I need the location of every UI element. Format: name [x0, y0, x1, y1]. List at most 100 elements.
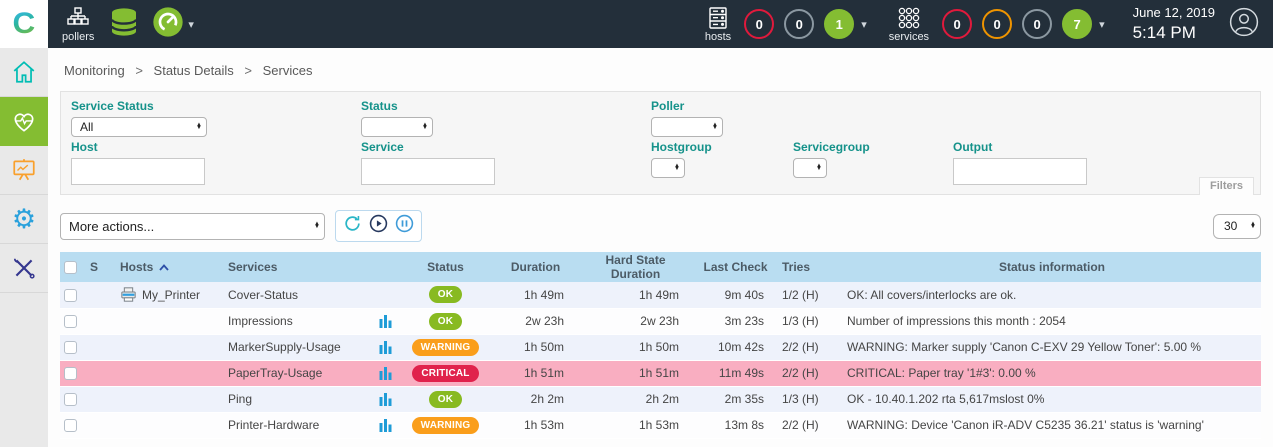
breadcrumb-monitoring[interactable]: Monitoring — [64, 63, 125, 78]
status-information-cell: OK: All covers/interlocks are ok. — [847, 287, 1017, 302]
hosts-down-counter[interactable]: 0 — [744, 9, 775, 39]
row-s-cell — [86, 334, 116, 360]
service-name-link[interactable]: Impressions — [228, 314, 293, 328]
pollers-icon — [67, 6, 89, 25]
service-name-link[interactable]: PaperTray-Usage — [228, 366, 323, 380]
table-header-row: S Hosts Services Status Duration Hard St… — [60, 252, 1261, 282]
reporting-board-icon — [13, 159, 35, 181]
services-label: services — [888, 30, 930, 43]
poller-label: Poller — [651, 99, 685, 113]
col-header-services[interactable]: Services — [224, 252, 372, 282]
row-checkbox[interactable] — [64, 419, 77, 433]
performance-graph-icon[interactable] — [379, 314, 392, 329]
col-header-tries[interactable]: Tries — [778, 252, 843, 282]
performance-graph-icon[interactable] — [379, 392, 392, 407]
duration-cell: 2h 2m — [530, 392, 564, 406]
service-name-link[interactable]: Printer-Hardware — [228, 418, 320, 432]
breadcrumb-separator: > — [135, 63, 143, 78]
sidebar-item-home[interactable] — [0, 48, 48, 97]
sidebar-item-administration[interactable] — [0, 244, 48, 293]
duration-cell: 1h 51m — [523, 366, 564, 380]
host-name-cell — [116, 308, 224, 334]
services-menu[interactable]: services — [889, 6, 929, 43]
col-header-status-information[interactable]: Status information — [843, 252, 1261, 282]
row-checkbox[interactable] — [64, 315, 77, 329]
more-actions-select[interactable]: More actions... ▲ ▼ — [60, 212, 325, 240]
play-auto-refresh-button[interactable] — [369, 214, 388, 238]
centreon-logo[interactable]: C — [0, 0, 48, 48]
hosts-chevron-down-icon[interactable]: ▾ — [861, 18, 867, 31]
services-critical-counter[interactable]: 0 — [942, 9, 973, 39]
performance-graph-icon[interactable] — [379, 418, 392, 433]
col-header-s: S — [86, 252, 116, 282]
breadcrumb-separator: > — [244, 63, 252, 78]
hosts-menu[interactable]: hosts — [705, 6, 731, 43]
services-table: S Hosts Services Status Duration Hard St… — [60, 252, 1261, 439]
table-row: MarkerSupply-Usage WARNING 1h 50m 1h 50m… — [60, 334, 1261, 360]
services-ok-counter[interactable]: 7 — [1062, 9, 1093, 39]
table-row: Impressions OK 2w 23h 2w 23h 3m 23s 1/3 … — [60, 308, 1261, 334]
poller-chevron-down-icon[interactable]: ▾ — [188, 18, 194, 31]
gauge-status-icon[interactable] — [152, 6, 184, 43]
services-chevron-down-icon[interactable]: ▾ — [1099, 18, 1105, 31]
pollers-menu[interactable]: pollers — [62, 6, 94, 43]
hostgroup-select[interactable]: ▲ ▼ — [651, 158, 685, 178]
status-select[interactable]: ▲ ▼ — [361, 117, 433, 137]
service-status-label: Service Status — [71, 99, 154, 113]
servicegroup-select[interactable]: ▲ ▼ — [793, 158, 827, 178]
breadcrumb-status-details[interactable]: Status Details — [153, 63, 234, 78]
performance-graph-icon[interactable] — [379, 340, 392, 355]
refresh-button[interactable] — [343, 214, 362, 238]
configuration-gear-icon: ⚙ — [11, 203, 37, 234]
service-name-link[interactable]: MarkerSupply-Usage — [228, 340, 341, 354]
status-information-cell: Number of impressions this month : 2054 — [847, 314, 1066, 328]
hosts-label: hosts — [704, 30, 732, 43]
printer-icon — [121, 287, 136, 302]
last-check-cell: 9m 40s — [724, 287, 764, 302]
col-header-duration[interactable]: Duration — [493, 252, 578, 282]
user-avatar[interactable] — [1229, 7, 1259, 42]
hosts-unreachable-counter[interactable]: 0 — [784, 9, 815, 39]
sidebar-item-monitoring[interactable] — [0, 97, 48, 146]
status-badge: CRITICAL — [412, 364, 479, 382]
select-all-checkbox[interactable] — [64, 261, 77, 275]
col-header-last-check[interactable]: Last Check — [693, 252, 778, 282]
services-unknown-counter[interactable]: 0 — [1022, 9, 1053, 39]
breadcrumb-services[interactable]: Services — [262, 63, 313, 78]
sidebar-item-configuration[interactable]: ⚙ — [0, 195, 48, 244]
status-information-cell: WARNING: Device 'Canon iR-ADV C5235 36.2… — [847, 418, 1204, 432]
host-name-link[interactable]: My_Printer — [142, 287, 201, 302]
row-s-cell — [86, 282, 116, 308]
row-checkbox[interactable] — [64, 393, 77, 407]
hard-state-duration-cell: 1h 51m — [638, 366, 679, 380]
sidebar-item-reporting[interactable] — [0, 146, 48, 195]
hosts-up-counter[interactable]: 1 — [824, 9, 855, 39]
hard-state-duration-cell: 1h 50m — [638, 340, 679, 354]
select-stepper-icon: ▲ ▼ — [314, 221, 320, 230]
hard-state-duration-cell: 1h 53m — [638, 418, 679, 432]
col-header-hard-state-duration[interactable]: Hard State Duration — [578, 252, 693, 282]
tries-cell: 1/3 (H) — [782, 392, 819, 406]
col-header-hosts[interactable]: Hosts — [116, 252, 224, 282]
row-checkbox[interactable] — [64, 288, 77, 302]
page-size-select[interactable]: 30 ▲ ▼ — [1213, 213, 1261, 239]
service-input[interactable] — [361, 158, 495, 185]
services-warning-counter[interactable]: 0 — [982, 9, 1013, 39]
col-header-status[interactable]: Status — [398, 252, 493, 282]
pause-auto-refresh-button[interactable] — [395, 214, 414, 238]
row-checkbox[interactable] — [64, 367, 77, 381]
performance-graph-icon[interactable] — [379, 366, 392, 381]
sort-ascending-icon — [159, 263, 170, 271]
host-input[interactable] — [71, 158, 205, 185]
output-input[interactable] — [953, 158, 1087, 185]
select-stepper-icon: ▲ ▼ — [196, 122, 202, 131]
service-name-link[interactable]: Ping — [228, 392, 253, 406]
database-status-icon[interactable] — [108, 6, 140, 43]
hard-state-duration-cell: 1h 49m — [638, 287, 679, 302]
refresh-controls — [335, 210, 422, 242]
poller-select[interactable]: ▲ ▼ — [651, 117, 723, 137]
service-name-link[interactable]: Cover-Status — [228, 287, 299, 302]
service-status-select[interactable]: All ▲ ▼ — [71, 117, 207, 137]
row-checkbox[interactable] — [64, 341, 77, 355]
filters-tab[interactable]: Filters — [1198, 177, 1254, 195]
